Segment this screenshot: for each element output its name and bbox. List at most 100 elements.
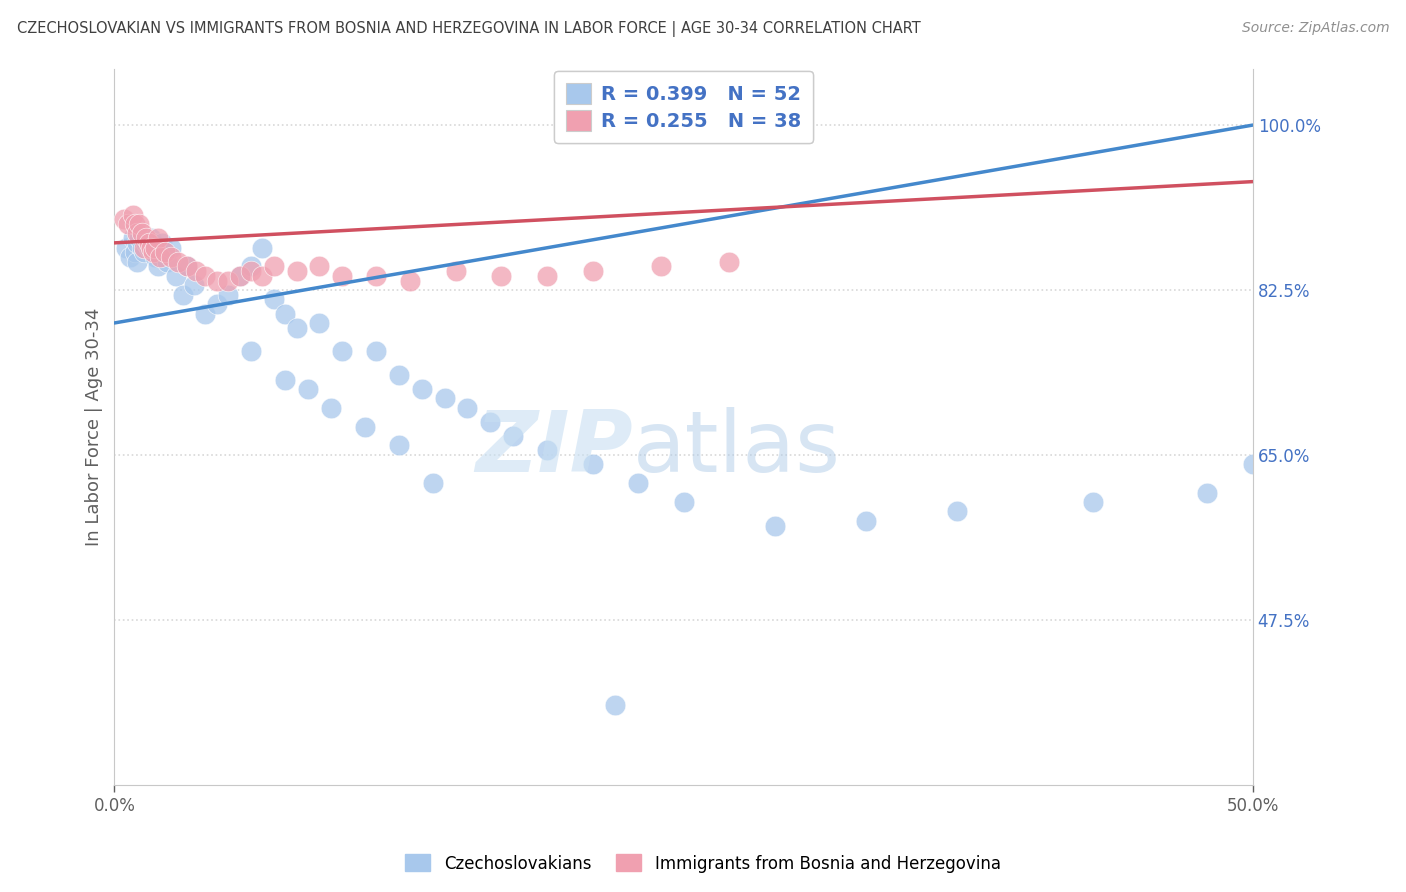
Point — [217, 274, 239, 288]
Point — [319, 401, 342, 415]
Point — [121, 231, 143, 245]
Point — [145, 241, 167, 255]
Point — [114, 241, 136, 255]
Point — [274, 372, 297, 386]
Point — [183, 278, 205, 293]
Point — [366, 268, 388, 283]
Point — [672, 495, 695, 509]
Point — [240, 260, 263, 274]
Text: CZECHOSLOVAKIAN VS IMMIGRANTS FROM BOSNIA AND HERZEGOVINA IN LABOR FORCE | AGE 3: CZECHOSLOVAKIAN VS IMMIGRANTS FROM BOSNI… — [17, 21, 921, 37]
Point — [112, 212, 135, 227]
Point — [274, 307, 297, 321]
Point — [263, 260, 285, 274]
Point — [124, 245, 146, 260]
Point — [139, 231, 162, 245]
Point — [156, 254, 179, 268]
Point — [308, 316, 330, 330]
Point — [285, 320, 308, 334]
Point — [263, 293, 285, 307]
Point — [132, 245, 155, 260]
Point — [330, 344, 353, 359]
Point — [388, 368, 411, 382]
Point — [479, 415, 502, 429]
Point — [128, 231, 150, 245]
Point — [502, 429, 524, 443]
Point — [176, 260, 198, 274]
Point — [718, 254, 741, 268]
Point — [252, 241, 274, 255]
Point — [186, 264, 208, 278]
Point — [946, 504, 969, 518]
Point — [855, 514, 877, 528]
Point — [297, 382, 319, 396]
Point — [581, 264, 603, 278]
Point — [131, 241, 153, 255]
Point — [149, 250, 172, 264]
Point — [176, 260, 198, 274]
Point — [117, 217, 139, 231]
Point — [145, 250, 167, 264]
Point — [205, 274, 228, 288]
Point — [167, 254, 190, 268]
Point — [422, 476, 444, 491]
Point — [444, 264, 467, 278]
Point — [388, 438, 411, 452]
Text: atlas: atlas — [633, 407, 841, 490]
Point — [1241, 458, 1264, 472]
Point — [330, 268, 353, 283]
Point — [433, 392, 456, 406]
Point — [308, 260, 330, 274]
Point — [627, 476, 650, 491]
Point — [153, 245, 176, 260]
Point — [160, 241, 183, 255]
Legend: R = 0.399   N = 52, R = 0.255   N = 38: R = 0.399 N = 52, R = 0.255 N = 38 — [554, 71, 813, 143]
Point — [411, 382, 433, 396]
Point — [217, 287, 239, 301]
Point — [139, 241, 162, 255]
Point — [240, 344, 263, 359]
Point — [121, 208, 143, 222]
Point — [146, 260, 169, 274]
Point — [135, 235, 157, 250]
Point — [120, 250, 142, 264]
Point — [285, 264, 308, 278]
Point — [146, 231, 169, 245]
Point — [581, 458, 603, 472]
Legend: Czechoslovakians, Immigrants from Bosnia and Herzegovina: Czechoslovakians, Immigrants from Bosnia… — [399, 847, 1007, 880]
Point — [160, 250, 183, 264]
Point — [150, 235, 173, 250]
Point — [252, 268, 274, 283]
Point — [228, 268, 250, 283]
Point — [128, 217, 150, 231]
Text: Source: ZipAtlas.com: Source: ZipAtlas.com — [1241, 21, 1389, 36]
Point — [142, 245, 165, 260]
Point — [240, 264, 263, 278]
Point — [194, 307, 217, 321]
Point — [1083, 495, 1105, 509]
Point — [138, 235, 160, 250]
Point — [142, 235, 165, 250]
Point — [127, 254, 149, 268]
Point — [135, 231, 157, 245]
Point — [763, 518, 786, 533]
Point — [205, 297, 228, 311]
Point — [366, 344, 388, 359]
Point — [456, 401, 478, 415]
Point — [127, 227, 149, 241]
Point — [605, 698, 627, 712]
Point — [132, 241, 155, 255]
Point — [650, 260, 672, 274]
Y-axis label: In Labor Force | Age 30-34: In Labor Force | Age 30-34 — [86, 308, 103, 546]
Text: ZIP: ZIP — [475, 407, 633, 490]
Point — [354, 419, 377, 434]
Point — [127, 235, 149, 250]
Point — [1197, 485, 1219, 500]
Point — [131, 227, 153, 241]
Point — [153, 245, 176, 260]
Point — [138, 241, 160, 255]
Point — [536, 268, 558, 283]
Point — [194, 268, 217, 283]
Point — [491, 268, 513, 283]
Point — [149, 241, 172, 255]
Point — [172, 287, 194, 301]
